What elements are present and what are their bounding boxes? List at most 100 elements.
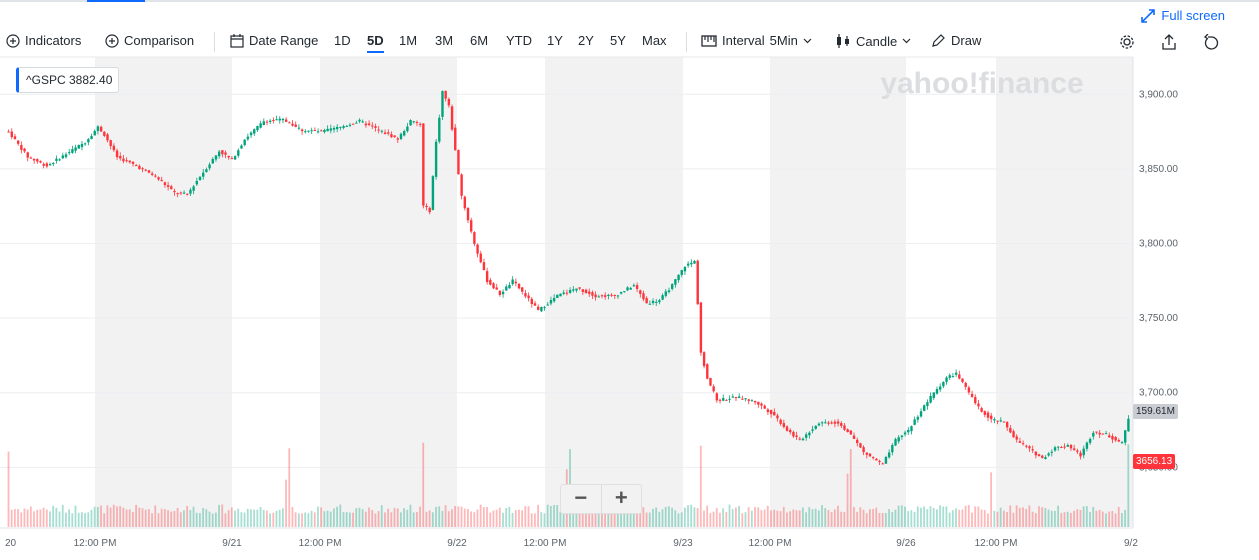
volume-bar [648,512,651,527]
reset-icon[interactable] [1203,34,1219,50]
candle-body [773,411,776,416]
volume-bar [457,506,460,527]
candle-body [434,141,438,177]
candle-body [693,260,696,264]
candle-body [326,128,329,132]
volume-bar [224,513,227,527]
volume-bar [696,508,699,527]
candle-body [664,291,668,296]
volume-bar [1117,507,1120,527]
x-tick-label: 9/26 [896,538,916,549]
comparison-button[interactable]: Comparison [105,33,194,48]
candle-body [272,120,275,122]
volume-bar [1085,506,1088,527]
volume-bar [913,511,916,527]
candle-body [511,279,514,285]
date-range-button[interactable]: Date Range [230,33,318,48]
candle-body [444,90,447,99]
candle-body [1072,448,1076,451]
candle-body [584,289,588,294]
candle-body [115,150,119,158]
candle-body [1018,441,1022,443]
volume-bar [390,512,393,527]
volume-bar [479,504,482,527]
volume-bar [827,510,830,527]
range-1m[interactable]: 1M [399,33,418,48]
share-icon[interactable] [1161,34,1177,50]
candle-body [951,376,955,378]
candle-body [1108,435,1111,438]
range-max[interactable]: Max [642,33,667,48]
zoom-out-button[interactable]: − [574,485,588,510]
candle-body [58,159,61,161]
volume-bar [620,511,622,527]
candle-body [546,304,549,306]
full-screen-button[interactable]: Full screen [1141,8,1225,23]
volume-bar [999,507,1002,527]
volume-bar [205,509,208,527]
indicators-button[interactable]: Indicators [6,33,81,48]
volume-bar [307,513,310,527]
volume-bar [333,508,335,527]
volume-bar [585,513,587,527]
volume-bar [990,472,993,527]
settings-icon[interactable] [1119,34,1135,50]
candle-body [278,118,281,121]
volume-bar [195,512,198,527]
volume-bar [10,509,13,527]
volume-bar [639,509,642,527]
range-ytd[interactable]: YTD [506,33,532,48]
candle-body [412,121,415,123]
volume-bar [39,509,42,527]
draw-button[interactable]: Draw [931,33,981,48]
candle-body [508,284,511,289]
volume-bar [738,505,740,527]
candle-body [753,400,757,403]
chart-type-dropdown[interactable]: Candle [835,33,911,49]
range-5y[interactable]: 5Y [610,33,626,48]
candle-body [712,386,715,392]
range-2y[interactable]: 2Y [578,33,594,48]
range-1d[interactable]: 1D [334,33,351,48]
candle-body [820,422,824,424]
candle-body [173,190,176,193]
volume-bar [419,506,421,527]
volume-bar [626,512,629,527]
volume-bar [294,512,297,527]
volume-bar [1092,506,1095,527]
volume-bar [339,504,342,527]
volume-bar [779,511,782,527]
volume-bar [208,511,211,527]
candle-body [674,279,677,285]
candle-body [1028,446,1031,449]
zoom-in-button[interactable]: + [614,485,628,510]
volume-bar [444,505,447,527]
range-6m[interactable]: 6M [470,33,489,48]
range-3m[interactable]: 3M [435,33,454,48]
volume-bar [246,508,249,527]
interval-dropdown[interactable]: Interval 5Min [701,33,812,48]
candle-body [741,398,744,400]
volume-bar [505,508,508,527]
volume-bar [719,512,721,527]
candle-body [332,128,336,130]
candle-body [128,160,132,163]
volume-bar [521,510,524,527]
range-5d[interactable]: 5D [367,33,384,53]
candle-body [801,438,805,441]
volume-bar [929,506,932,527]
volume-bar [141,508,144,527]
volume-bar [93,506,96,527]
candle-body [371,125,374,127]
candle-body [1060,447,1063,449]
volume-bar [725,511,728,527]
volume-bar [706,505,709,527]
candle-body [575,288,578,291]
volume-bar [167,510,169,527]
range-1y[interactable]: 1Y [547,33,563,48]
volume-bar [96,507,99,527]
candle-body [913,419,916,425]
draw-label: Draw [951,33,982,48]
candle-body [1057,446,1060,448]
